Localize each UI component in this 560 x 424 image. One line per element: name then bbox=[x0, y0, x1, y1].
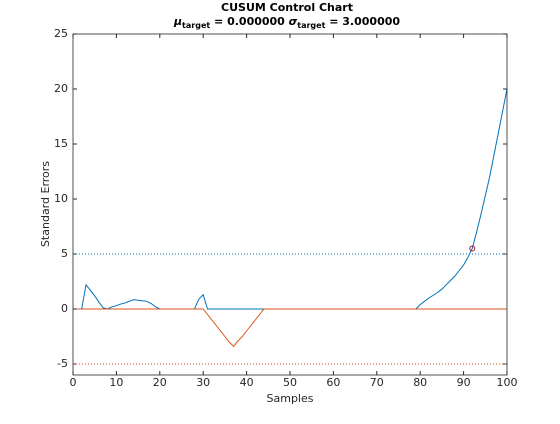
x-tick-label: 100 bbox=[497, 376, 518, 389]
y-tick-label: 15 bbox=[54, 137, 68, 150]
violation-marker bbox=[469, 245, 476, 252]
subtitle-part: = 3.000000 bbox=[325, 15, 400, 28]
subtitle-part: σ bbox=[289, 15, 298, 28]
chart-title: CUSUM Control Chart bbox=[221, 1, 353, 14]
subtitle-part: μ bbox=[173, 15, 182, 28]
y-tick-label: 10 bbox=[54, 192, 68, 205]
y-tick-label: 25 bbox=[54, 27, 68, 40]
x-tick-label: 0 bbox=[70, 376, 77, 389]
subtitle-part: target bbox=[297, 21, 325, 30]
series-line bbox=[77, 308, 507, 348]
x-tick-label: 60 bbox=[326, 376, 340, 389]
chart-subtitle: μtarget = 0.000000 σtarget = 3.000000 bbox=[173, 15, 400, 30]
subtitle-part: = 0.000000 bbox=[210, 15, 288, 28]
x-tick-label: 20 bbox=[153, 376, 167, 389]
y-tick-label: 20 bbox=[54, 82, 68, 95]
x-tick-label: 70 bbox=[370, 376, 384, 389]
x-tick-label: 40 bbox=[240, 376, 254, 389]
x-tick-label: 10 bbox=[109, 376, 123, 389]
y-tick-label: 0 bbox=[61, 302, 68, 315]
y-axis-label: Standard Errors bbox=[39, 161, 52, 247]
x-tick-label: 50 bbox=[283, 376, 297, 389]
y-tick-label: 5 bbox=[61, 247, 68, 260]
x-axis-label: Samples bbox=[267, 392, 314, 405]
y-tick-label: -5 bbox=[57, 357, 68, 370]
x-tick-label: 30 bbox=[196, 376, 210, 389]
x-tick-label: 80 bbox=[413, 376, 427, 389]
subtitle-part: target bbox=[182, 21, 210, 30]
axes-box bbox=[72, 33, 508, 376]
x-tick-label: 90 bbox=[457, 376, 471, 389]
